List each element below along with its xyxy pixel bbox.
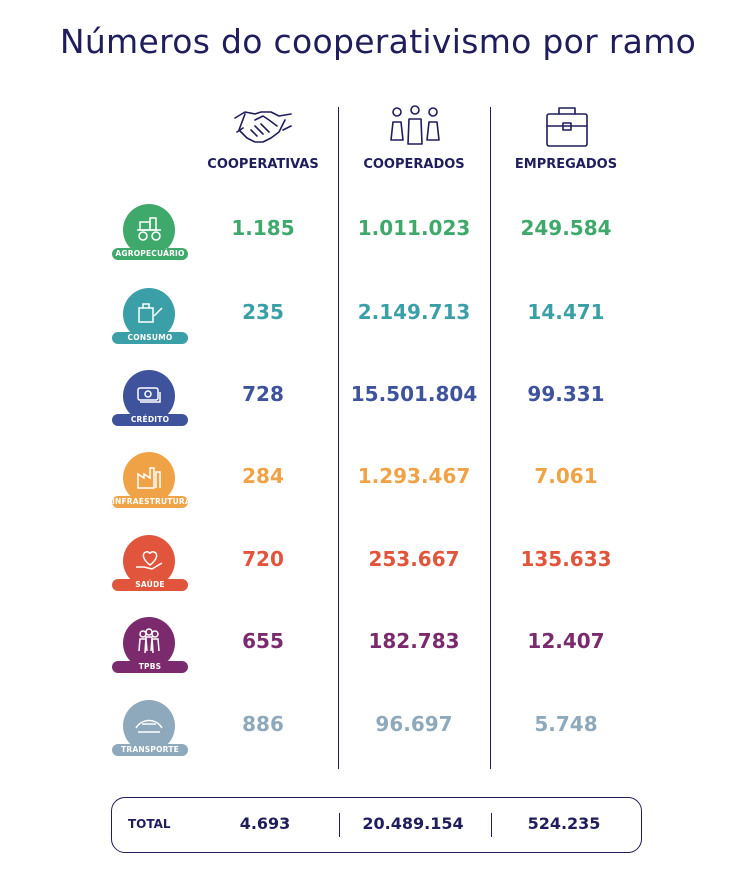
column-header-empregados: EMPREGADOS (514, 157, 618, 172)
ramo-label: AGROPECUÁRIO (112, 248, 188, 260)
money-icon (123, 370, 175, 422)
total-empregados: 524.235 (527, 814, 601, 833)
value-empregados: 99.331 (527, 382, 605, 406)
value-cooperativas: 284 (242, 464, 284, 488)
factory-icon (123, 452, 175, 504)
page-title: Números do cooperativismo por ramo (59, 22, 697, 61)
total-divider (491, 813, 492, 837)
value-cooperados: 15.501.804 (350, 382, 478, 406)
shopping-bag-icon (123, 288, 175, 340)
heart-hand-icon (123, 535, 175, 587)
value-empregados: 249.584 (520, 216, 612, 240)
ramo-badge: CONSUMO (112, 288, 188, 348)
people-group-icon (385, 104, 445, 150)
ramo-label: INFRAESTRUTURA (112, 496, 188, 508)
ramo-badge: CRÉDITO (112, 370, 188, 430)
ramo-label: TRANSPORTE (112, 744, 188, 756)
value-cooperados: 1.293.467 (357, 464, 471, 488)
briefcase-icon (537, 104, 597, 150)
ramo-label: CRÉDITO (112, 414, 188, 426)
value-cooperativas: 655 (242, 629, 284, 653)
ramo-label: SAÚDE (112, 579, 188, 591)
value-cooperativas: 235 (242, 300, 284, 324)
column-divider (338, 107, 339, 769)
value-empregados: 135.633 (520, 547, 612, 571)
table-row: TPBS 655 182.783 12.407 (0, 617, 756, 677)
value-empregados: 7.061 (534, 464, 598, 488)
table-row: AGROPECUÁRIO 1.185 1.011.023 249.584 (0, 204, 756, 264)
table-row: TRANSPORTE 886 96.697 5.748 (0, 700, 756, 760)
table-row: CONSUMO 235 2.149.713 14.471 (0, 288, 756, 348)
ramo-badge: TRANSPORTE (112, 700, 188, 760)
value-cooperados: 253.667 (368, 547, 460, 571)
ramo-label: TPBS (112, 661, 188, 673)
ramo-label: CONSUMO (112, 332, 188, 344)
road-icon (123, 700, 175, 752)
table-row: INFRAESTRUTURA 284 1.293.467 7.061 (0, 452, 756, 512)
value-cooperativas: 1.185 (231, 216, 295, 240)
column-header-cooperados: COOPERADOS (363, 157, 465, 172)
total-cooperados: 20.489.154 (362, 814, 464, 833)
value-cooperados: 1.011.023 (357, 216, 471, 240)
column-header-cooperativas: COOPERATIVAS (207, 157, 319, 172)
handshake-icon (233, 104, 293, 150)
ramo-badge: TPBS (112, 617, 188, 677)
value-cooperativas: 886 (242, 712, 284, 736)
total-label: TOTAL (128, 817, 171, 831)
value-cooperados: 2.149.713 (357, 300, 471, 324)
total-row: TOTAL 4.693 20.489.154 524.235 (111, 797, 642, 853)
value-cooperativas: 728 (242, 382, 284, 406)
ramo-badge: SAÚDE (112, 535, 188, 595)
value-cooperativas: 720 (242, 547, 284, 571)
tractor-icon (123, 204, 175, 256)
people-icon (123, 617, 175, 669)
table-row: CRÉDITO 728 15.501.804 99.331 (0, 370, 756, 430)
value-cooperados: 182.783 (368, 629, 460, 653)
table-row: SAÚDE 720 253.667 135.633 (0, 535, 756, 595)
ramo-badge: INFRAESTRUTURA (112, 452, 188, 512)
ramo-badge: AGROPECUÁRIO (112, 204, 188, 264)
value-empregados: 14.471 (527, 300, 605, 324)
column-divider (490, 107, 491, 769)
total-cooperativas: 4.693 (239, 814, 291, 833)
total-divider (339, 813, 340, 837)
value-empregados: 12.407 (527, 629, 605, 653)
value-empregados: 5.748 (534, 712, 598, 736)
value-cooperados: 96.697 (375, 712, 453, 736)
